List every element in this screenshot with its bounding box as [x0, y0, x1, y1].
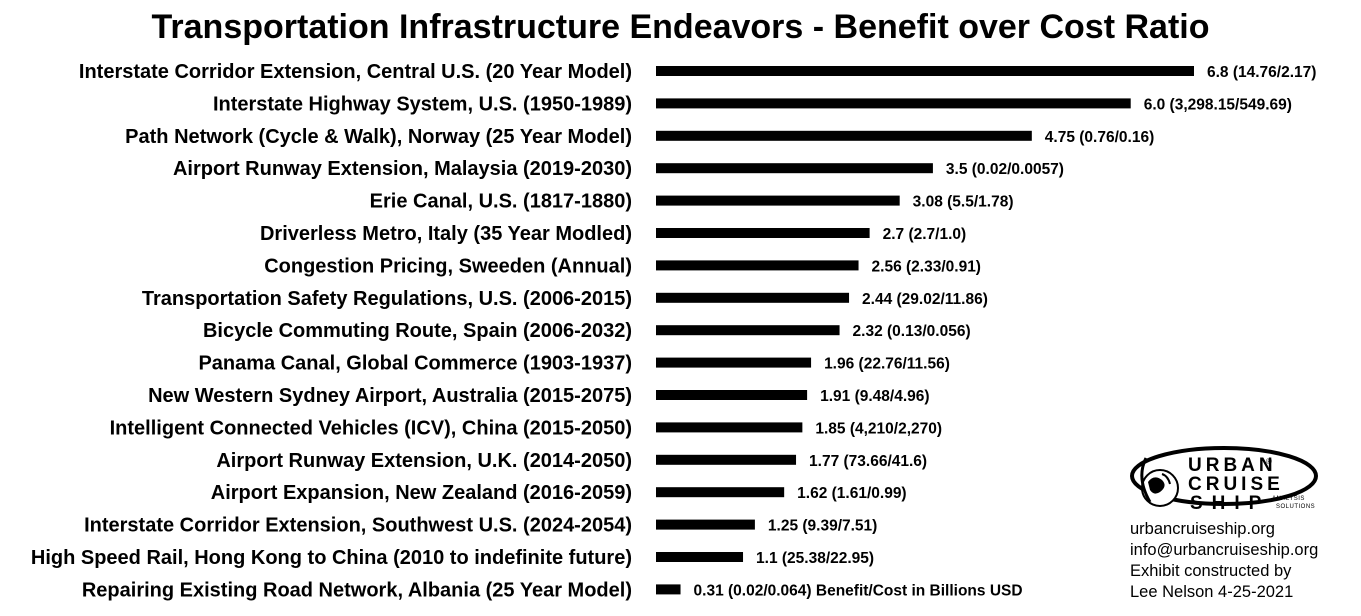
- bar: [656, 325, 840, 336]
- category-label: Interstate Corridor Extension, Central U…: [79, 61, 632, 83]
- data-label: 3.08 (5.5/1.78): [913, 194, 1014, 211]
- data-label: 2.44 (29.02/11.86): [862, 291, 988, 308]
- category-label: Interstate Highway System, U.S. (1950-19…: [213, 93, 632, 115]
- bar: [656, 260, 859, 271]
- data-label: 1.77 (73.66/41.6): [809, 453, 927, 470]
- category-label: New Western Sydney Airport, Australia (2…: [148, 385, 632, 407]
- category-label: Intelligent Connected Vehicles (ICV), Ch…: [110, 417, 632, 439]
- bar: [656, 519, 755, 530]
- category-label: Path Network (Cycle & Walk), Norway (25 …: [125, 126, 632, 148]
- category-label: Erie Canal, U.S. (1817-1880): [370, 191, 632, 213]
- data-label: 3.5 (0.02/0.0057): [946, 161, 1064, 178]
- data-label: 1.91 (9.48/4.96): [820, 388, 929, 405]
- bar: [656, 390, 808, 400]
- data-label: 6.8 (14.76/2.17): [1207, 64, 1316, 81]
- category-label: Airport Runway Extension, Malaysia (2019…: [173, 158, 632, 180]
- bar: [656, 195, 900, 206]
- urban-cruise-ship-logo: URBAN ® CRUISE SHIP ANALYSIS SOLUTIONS: [1128, 444, 1328, 520]
- contact-email[interactable]: info@urbancruiseship.org: [1130, 541, 1319, 559]
- branding-block: URBAN ® CRUISE SHIP ANALYSIS SOLUTIONS u…: [1120, 444, 1360, 616]
- data-label: 0.31 (0.02/0.064) Benefit/Cost in Billio…: [694, 582, 1023, 599]
- author-date: Lee Nelson 4-25-2021: [1130, 583, 1294, 601]
- logo-emblem-icon: [1130, 446, 1318, 507]
- bar: [656, 228, 870, 238]
- logo-word-urban: URBAN: [1188, 455, 1277, 476]
- category-label: Panama Canal, Global Commerce (1903-1937…: [198, 353, 632, 375]
- category-label: Bicycle Commuting Route, Spain (2006-203…: [203, 320, 632, 342]
- category-label: Transportation Safety Regulations, U.S. …: [142, 288, 632, 310]
- bar: [656, 357, 812, 368]
- data-label: 1.25 (9.39/7.51): [768, 518, 877, 535]
- website-url[interactable]: urbancruiseship.org: [1130, 520, 1275, 538]
- bar: [656, 422, 803, 433]
- data-label: 6.0 (3,298.15/549.69): [1144, 96, 1292, 113]
- logo-subtitle-solutions: SOLUTIONS: [1276, 504, 1316, 510]
- bar: [656, 130, 1032, 141]
- bar: [656, 454, 797, 465]
- category-label: High Speed Rail, Hong Kong to China (201…: [31, 547, 632, 569]
- logo-word-cruise: CRUISE: [1188, 474, 1284, 495]
- category-label: Interstate Corridor Extension, Southwest…: [84, 515, 632, 537]
- chart-title: Transportation Infrastructure Endeavors …: [151, 8, 1210, 46]
- category-label: Airport Runway Extension, U.K. (2014-205…: [216, 450, 632, 472]
- data-label: 2.7 (2.7/1.0): [883, 226, 967, 243]
- bar: [656, 552, 744, 562]
- bar: [656, 292, 850, 303]
- category-label: Driverless Metro, Italy (35 Year Modled): [260, 223, 632, 245]
- data-label: 1.1 (25.38/22.95): [756, 550, 874, 567]
- category-label: Airport Expansion, New Zealand (2016-205…: [211, 482, 632, 504]
- data-label: 1.62 (1.61/0.99): [797, 485, 906, 502]
- logo-registered-mark: ®: [1266, 457, 1273, 466]
- data-label: 2.56 (2.33/0.91): [872, 258, 981, 275]
- bar: [656, 163, 933, 174]
- bar: [656, 584, 681, 595]
- data-label: 1.85 (4,210/2,270): [815, 420, 942, 437]
- bar: [656, 98, 1131, 109]
- logo-word-ship: SHIP: [1190, 493, 1271, 514]
- bar: [656, 66, 1194, 76]
- category-label: Repairing Existing Road Network, Albania…: [82, 579, 632, 601]
- category-label: Congestion Pricing, Sweeden (Annual): [264, 255, 632, 277]
- data-label: 1.96 (22.76/11.56): [824, 356, 950, 373]
- data-label: 2.32 (0.13/0.056): [853, 323, 971, 340]
- data-label: 4.75 (0.76/0.16): [1045, 129, 1154, 146]
- logo-subtitle-analysis: ANALYSIS: [1272, 496, 1305, 502]
- credit-line: Exhibit constructed by: [1130, 562, 1292, 580]
- bar: [656, 487, 785, 498]
